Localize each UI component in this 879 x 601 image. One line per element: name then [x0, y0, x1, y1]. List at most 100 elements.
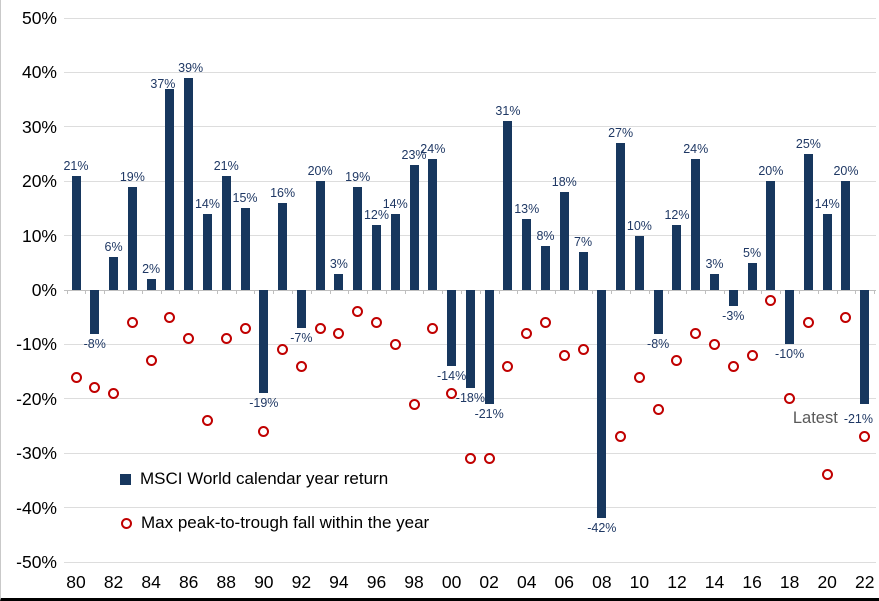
x-axis-tick [479, 290, 481, 294]
bar-2018 [785, 290, 795, 345]
bar-label-1989: 15% [232, 191, 258, 206]
x-tick-label-04: 04 [516, 572, 537, 592]
legend-item-drawdown: Max peak-to-trough fall within the year [121, 513, 429, 533]
bar-1988 [221, 175, 231, 290]
x-axis-tick [648, 290, 650, 294]
x-tick-label-90: 90 [254, 572, 274, 592]
y-tick-label--30: -30% [16, 443, 57, 464]
x-axis-tick [592, 290, 594, 294]
drawdown-circle-1985 [164, 311, 176, 323]
x-axis-tick [517, 290, 519, 294]
bar-label-1982: 6% [104, 240, 123, 255]
x-tick-label-88: 88 [216, 572, 236, 592]
x-axis-tick [554, 290, 556, 294]
x-tick-label-14: 14 [704, 572, 725, 592]
drawdown-circle-1995 [352, 306, 364, 318]
bar-1998 [409, 164, 419, 290]
x-axis-tick [423, 290, 425, 294]
drawdown-circle-2016 [746, 349, 758, 361]
drawdown-circle-2015 [727, 360, 739, 372]
legend-item-returns: MSCI World calendar year return [120, 469, 388, 489]
grid-line-10 [64, 235, 876, 237]
bar-2005 [541, 246, 550, 290]
bar-2010 [634, 235, 644, 290]
drawdown-circle-1989 [239, 322, 251, 334]
bar-1990 [259, 290, 269, 394]
bar-label-2021: 20% [833, 164, 859, 179]
drawdown-circle-2018 [784, 393, 796, 405]
x-tick-label-96: 96 [366, 572, 387, 592]
drawdown-circle-1990 [258, 425, 270, 437]
x-axis-tick [85, 290, 87, 294]
bar-label-2016: 5% [743, 245, 762, 260]
x-tick-label-18: 18 [779, 572, 800, 592]
bar-1980 [71, 175, 81, 290]
bar-1992 [296, 290, 306, 329]
drawdown-circle-1982 [108, 387, 120, 399]
bar-label-2008: -42% [587, 521, 617, 536]
drawdown-circle-1988 [220, 333, 232, 345]
x-axis-tick [780, 290, 782, 294]
drawdown-circle-2010 [633, 371, 645, 383]
drawdown-circle-2020 [821, 469, 833, 481]
drawdown-circle-1981 [89, 382, 101, 394]
drawdown-circle-2017 [765, 295, 777, 307]
bar-1999 [428, 159, 438, 290]
bar-label-2009: 27% [608, 126, 634, 141]
bar-1989 [240, 208, 250, 290]
drawdown-circle-1996 [370, 317, 382, 329]
drawdown-circle-2019 [802, 317, 814, 329]
grid-line-30 [64, 126, 876, 128]
bar-1987 [202, 213, 212, 290]
bar-label-2003: 31% [495, 104, 521, 119]
x-axis-tick [442, 290, 444, 294]
x-tick-label-00: 00 [441, 572, 462, 592]
x-axis-tick [254, 290, 256, 294]
drawdown-circle-1999 [427, 322, 439, 334]
bar-2001 [465, 290, 475, 388]
bar-2000 [447, 290, 457, 367]
x-axis-tick [686, 290, 688, 294]
grid-line--40 [64, 507, 876, 509]
bar-1994 [334, 273, 344, 290]
y-tick-label--20: -20% [16, 388, 57, 409]
x-axis-tick [235, 290, 237, 294]
x-axis-tick [216, 290, 218, 294]
bar-label-2005: 8% [536, 229, 555, 244]
drawdown-circle-1994 [333, 328, 345, 340]
bar-label-1993: 20% [307, 164, 333, 179]
x-axis-tick [329, 290, 331, 294]
x-axis-tick [348, 290, 350, 294]
x-axis-tick [667, 290, 669, 294]
x-tick-label-94: 94 [329, 572, 349, 592]
legend-label-drawdown: Max peak-to-trough fall within the year [141, 513, 430, 532]
drawdown-circle-1992 [295, 360, 307, 372]
x-axis-tick [291, 290, 293, 294]
bar-2021 [841, 181, 851, 290]
drawdown-circle-2012 [671, 355, 683, 367]
bar-label-1986: 39% [178, 60, 204, 75]
x-axis-tick [705, 290, 707, 294]
circle-marker-icon [121, 517, 132, 529]
x-axis-tick [104, 290, 106, 294]
x-tick-label-06: 06 [554, 572, 574, 592]
x-axis-tick [723, 290, 725, 294]
latest-annotation: Latest -21% [793, 409, 873, 428]
x-axis-tick [573, 290, 575, 294]
bar-2004 [522, 219, 532, 290]
x-axis-tick [141, 290, 143, 294]
bar-label-1999: 24% [420, 142, 446, 157]
x-axis-tick [836, 290, 838, 294]
x-tick-label-02: 02 [479, 572, 499, 592]
x-axis-tick [273, 290, 275, 294]
x-axis-tick [855, 290, 857, 294]
x-axis-tick [611, 290, 613, 294]
bar-label-1995: 19% [345, 169, 371, 184]
drawdown-circle-1980 [70, 371, 82, 383]
x-axis-tick [122, 290, 124, 294]
bar-label-1990: -19% [249, 396, 279, 411]
bar-2015 [728, 290, 738, 307]
x-axis-tick [460, 290, 462, 294]
drawdown-circle-1991 [277, 344, 289, 356]
